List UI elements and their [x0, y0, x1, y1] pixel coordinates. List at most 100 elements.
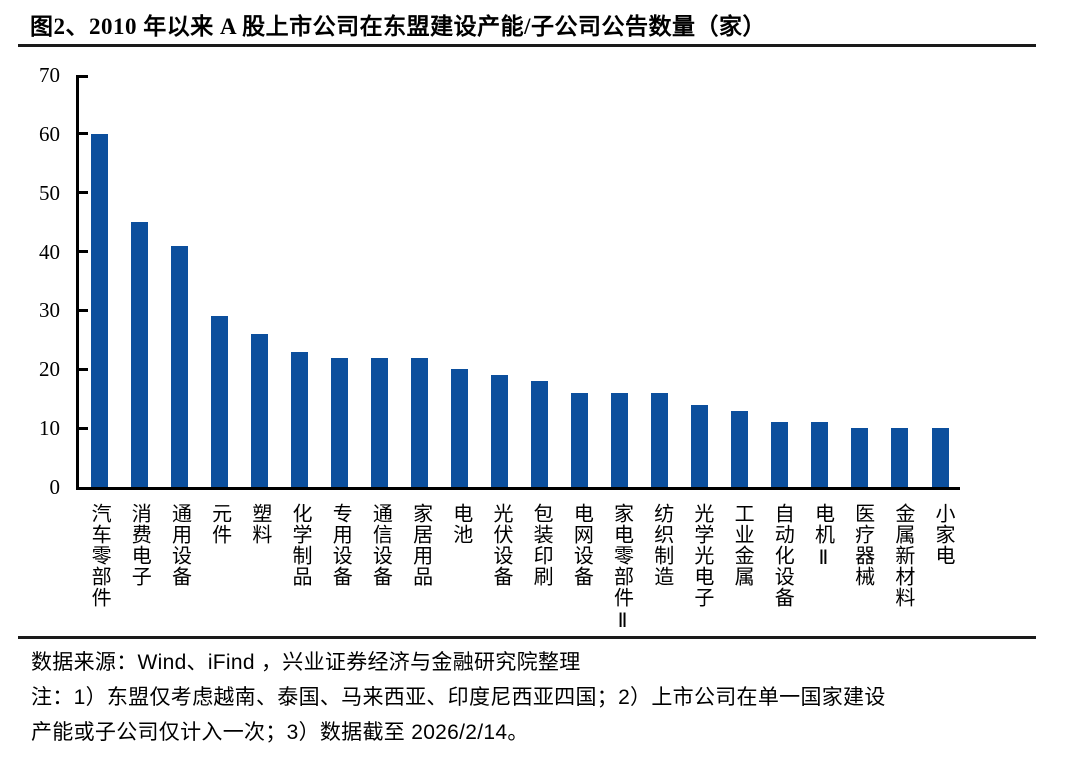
- x-axis-label-text: 光伏设备: [489, 503, 512, 587]
- bar-column: [600, 75, 640, 487]
- bar: [571, 392, 589, 487]
- bar-column: [840, 75, 880, 487]
- bar-column: [239, 75, 279, 487]
- bar: [931, 428, 949, 487]
- y-axis-label: 50: [39, 180, 60, 205]
- y-axis-label: 60: [39, 121, 60, 146]
- x-axis-label-text: 专用设备: [329, 503, 352, 587]
- x-axis-label-text: 光学光电子: [690, 503, 713, 608]
- bar: [170, 245, 188, 487]
- bar-chart: 0 10 20 30 40 50 60 70 汽车零部件 消费电子 通用设备 元件 塑料 化学制品 专用设…: [39, 63, 963, 638]
- x-axis-label-text: 汽车零部件: [88, 503, 111, 608]
- x-axis-label-text: 工业金属: [731, 503, 754, 587]
- x-axis-label: 汽车零部件: [79, 503, 119, 638]
- x-axis-label: 通用设备: [159, 503, 199, 638]
- x-axis-label-text: 纺织制造: [650, 503, 673, 587]
- x-axis-label: 电机Ⅱ: [802, 503, 842, 638]
- y-axis-tick: [79, 367, 88, 371]
- x-axis-label: 通信设备: [360, 503, 400, 638]
- note-line-1: 注：1）东盟仅考虑越南、泰国、马来西亚、印度尼西亚四国；2）上市公司在单一国家建…: [31, 686, 886, 709]
- x-axis-label: 工业金属: [722, 503, 762, 638]
- bar: [490, 375, 508, 487]
- x-axis-label-text: 包装印刷: [530, 503, 553, 587]
- x-axis-label: 自动化设备: [762, 503, 802, 638]
- x-axis-label: 塑料: [240, 503, 280, 638]
- bars-container: [79, 75, 960, 487]
- x-axis-label: 消费电子: [119, 503, 159, 638]
- footer-divider: [18, 636, 1036, 639]
- bar: [691, 404, 709, 487]
- bar-column: [319, 75, 359, 487]
- x-axis-label-text: 电池: [449, 503, 472, 545]
- x-axis-label: 化学制品: [280, 503, 320, 638]
- bar: [210, 316, 228, 487]
- bar: [410, 357, 428, 487]
- figure-title: 图2、2010 年以来 A 股上市公司在东盟建设产能/子公司公告数量（家）: [30, 14, 766, 39]
- bar: [450, 369, 468, 487]
- note-line-2: 产能或子公司仅计入一次；3）数据截至 2026/2/14。: [31, 721, 529, 744]
- bar-column: [880, 75, 920, 487]
- x-axis-label: 电池: [441, 503, 481, 638]
- x-axis-label-text: 电网设备: [570, 503, 593, 587]
- bar-column: [79, 75, 119, 487]
- y-axis-tick: [79, 250, 88, 254]
- x-axis-label-text: 小家电: [932, 503, 955, 566]
- bar: [90, 133, 108, 487]
- y-axis-tick: [79, 426, 88, 430]
- bar: [851, 428, 869, 487]
- x-axis-label: 电网设备: [561, 503, 601, 638]
- x-axis-label-text: 金属新材料: [891, 503, 914, 608]
- y-axis-label: 20: [39, 357, 60, 382]
- bar-column: [920, 75, 960, 487]
- x-axis-label-text: 塑料: [248, 503, 271, 545]
- x-axis-label: 家居用品: [401, 503, 441, 638]
- bar: [330, 357, 348, 487]
- x-axis-label-text: 化学制品: [289, 503, 312, 587]
- bar: [811, 422, 829, 487]
- y-axis-label: 30: [39, 298, 60, 323]
- bar: [611, 392, 629, 487]
- x-axis-label-text: 家电零部件Ⅱ: [610, 503, 633, 633]
- bar: [771, 422, 789, 487]
- bar: [370, 357, 388, 487]
- x-axis-label-text: 家居用品: [409, 503, 432, 587]
- x-axis-labels: 汽车零部件 消费电子 通用设备 元件 塑料 化学制品 专用设备 通信设备 家居用品 电池 光伏设备包…: [79, 503, 963, 638]
- bar-column: [520, 75, 560, 487]
- x-axis-label-text: 通用设备: [168, 503, 191, 587]
- y-axis-tick: [79, 75, 88, 78]
- x-axis-label: 光伏设备: [481, 503, 521, 638]
- x-axis-label: 家电零部件Ⅱ: [601, 503, 641, 638]
- bar-column: [399, 75, 439, 487]
- y-axis-label: 70: [39, 63, 60, 87]
- x-axis-label-text: 消费电子: [128, 503, 151, 587]
- bar: [130, 222, 148, 487]
- bar-column: [720, 75, 760, 487]
- y-axis-label: 40: [39, 239, 60, 264]
- y-axis-tick: [79, 308, 88, 312]
- y-axis-label: 0: [49, 475, 61, 499]
- title-divider: [18, 44, 1036, 47]
- bar-column: [479, 75, 519, 487]
- x-axis-label-text: 元件: [208, 503, 231, 545]
- y-axis-tick: [79, 191, 88, 195]
- bar-column: [800, 75, 840, 487]
- x-axis-label-text: 通信设备: [369, 503, 392, 587]
- bar: [290, 351, 308, 487]
- x-axis-label: 专用设备: [320, 503, 360, 638]
- bar: [531, 381, 549, 487]
- bar-column: [199, 75, 239, 487]
- x-axis-label: 金属新材料: [883, 503, 923, 638]
- x-axis-label: 纺织制造: [642, 503, 682, 638]
- bar: [891, 428, 909, 487]
- bar-column: [279, 75, 319, 487]
- x-axis-label-text: 自动化设备: [771, 503, 794, 608]
- x-axis-label-text: 医疗器械: [851, 503, 874, 587]
- bar-column: [560, 75, 600, 487]
- bar-column: [640, 75, 680, 487]
- x-axis-label-text: 电机Ⅱ: [811, 503, 834, 570]
- plot-area: [76, 75, 960, 490]
- x-axis-label: 包装印刷: [521, 503, 561, 638]
- x-axis-label: 小家电: [923, 503, 963, 638]
- y-axis-label: 10: [39, 416, 60, 441]
